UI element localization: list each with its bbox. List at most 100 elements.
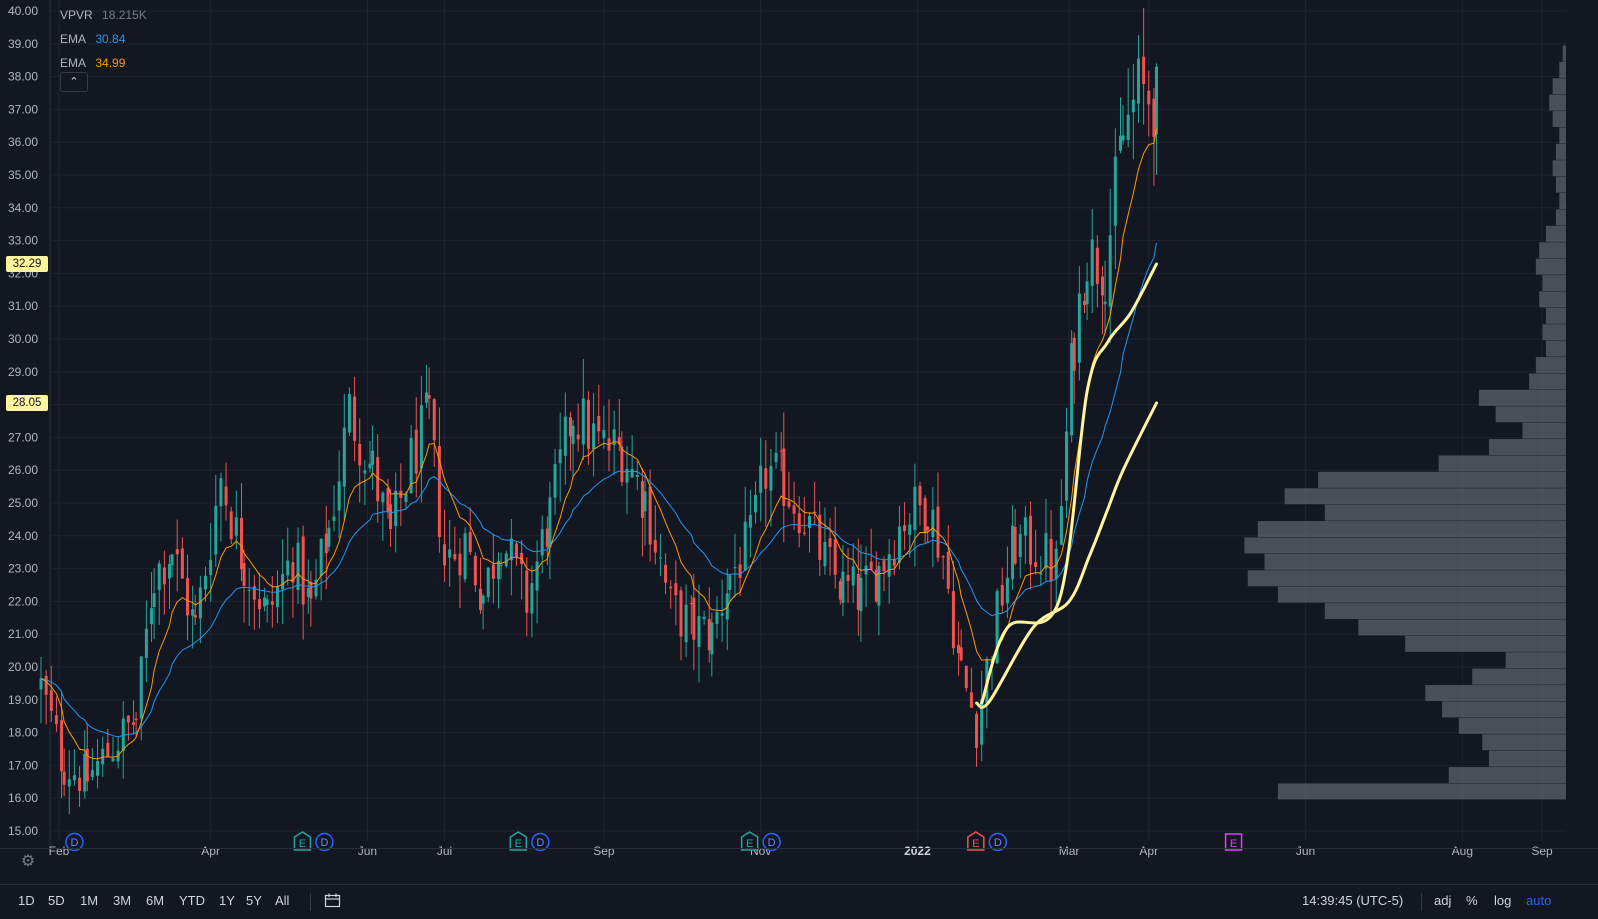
highlight-line-upper[interactable] [980, 262, 1158, 705]
candle [959, 629, 963, 662]
y-tick-label: 19.00 [8, 693, 38, 707]
range-1m-button[interactable]: 1M [80, 893, 99, 908]
candle [975, 711, 979, 767]
candle [540, 515, 544, 574]
candle [823, 507, 827, 575]
candle [180, 537, 184, 579]
range-all-button[interactable]: All [275, 893, 290, 908]
dividend-marker-icon[interactable] [988, 832, 1008, 852]
candle [296, 527, 300, 604]
range-3m-button[interactable]: 3M [113, 893, 132, 908]
earnings-marker-icon[interactable] [740, 831, 759, 851]
candle [625, 445, 629, 515]
candle [49, 665, 53, 723]
candle [458, 538, 462, 608]
candle [1126, 67, 1130, 148]
collapse-legend-button[interactable]: ⌃ [60, 72, 88, 92]
candle [715, 596, 719, 639]
volume-profile-bar [1482, 734, 1566, 751]
candle [586, 391, 590, 465]
dividend-marker-letter: D [70, 837, 78, 849]
price-axis[interactable]: 40.00 39.00 38.00 37.00 36.00 35.00 34.00 33.00… [8, 4, 38, 838]
range-5d-button[interactable]: 5D [48, 893, 65, 908]
volume-profile-bar [1495, 406, 1566, 423]
earnings-marker-icon[interactable] [293, 831, 312, 851]
candle [1049, 509, 1053, 618]
candle [497, 552, 501, 609]
candle [1121, 105, 1125, 145]
candle [592, 393, 596, 477]
volume-profile-bar [1535, 258, 1566, 275]
volume-profile-bar [1552, 160, 1566, 177]
legend-ema-blue[interactable]: EMA 30.84 [60, 27, 147, 51]
x-tick-label: 2022 [904, 844, 931, 858]
legend-vpvr[interactable]: VPVR 18.215K [60, 3, 147, 27]
volume-profile-bar [1324, 504, 1566, 521]
volume-profile-bar [1438, 455, 1566, 472]
log-toggle[interactable]: log [1494, 893, 1512, 908]
candle [257, 572, 261, 629]
candle [78, 765, 82, 807]
candle [684, 584, 688, 657]
legend-ema-orange[interactable]: EMA 34.99 [60, 51, 147, 75]
candle [275, 570, 279, 624]
volume-profile-bar [1405, 635, 1566, 652]
candle [1018, 524, 1022, 579]
volume-profile-bar [1264, 553, 1566, 570]
dividend-marker-icon[interactable] [65, 832, 84, 852]
range-5y-button[interactable]: 5Y [246, 893, 262, 908]
volume-profile-bar [1257, 521, 1566, 538]
x-tick-label: Apr [201, 844, 220, 858]
dividend-marker-icon[interactable] [315, 832, 334, 852]
x-tick-label: Mar [1059, 844, 1080, 858]
candle [1095, 235, 1099, 308]
candle [453, 526, 457, 562]
volume-profile-bar [1562, 45, 1566, 62]
calendar-range-svg [324, 893, 341, 908]
earnings-marker-letter: E [299, 838, 306, 850]
earnings-marker-icon[interactable] [967, 831, 985, 851]
range-6m-button[interactable]: 6M [146, 893, 165, 908]
indicator-legend: VPVR 18.215K EMA 30.84 EMA 34.99 [60, 3, 147, 75]
candle [707, 587, 711, 663]
calendar-range-icon[interactable] [324, 893, 342, 912]
auto-toggle[interactable]: auto [1526, 893, 1552, 908]
adj-toggle[interactable]: adj [1434, 893, 1452, 908]
volume-profile-bar [1542, 275, 1566, 292]
candle [1072, 332, 1076, 404]
range-ytd-button[interactable]: YTD [179, 893, 205, 908]
candle [597, 384, 601, 445]
candle [664, 553, 668, 595]
range-1d-button[interactable]: 1D [18, 893, 35, 908]
candle [1077, 266, 1081, 381]
gear-icon[interactable]: ⚙ [20, 853, 36, 870]
time-axis[interactable]: Feb Apr Jun Jul Sep Nov 2022 Mar Apr Jun Aug Sep [49, 844, 1553, 858]
range-1y-button[interactable]: 1Y [219, 893, 235, 908]
candle [710, 612, 714, 677]
volume-profile-bar [1488, 439, 1566, 456]
earnings-marker-icon[interactable] [509, 831, 528, 851]
volume-profile-bar [1425, 685, 1566, 702]
candle [252, 574, 256, 630]
dividend-marker-icon[interactable] [531, 832, 550, 852]
candle [563, 392, 567, 485]
candle [291, 547, 295, 618]
price-chart[interactable]: 40.00 39.00 38.00 37.00 36.00 35.00 34.00 33.00… [0, 0, 1598, 884]
candle [342, 393, 346, 521]
candle [168, 555, 172, 609]
dividend-marker-icon[interactable] [762, 832, 781, 852]
volume-profile-bar [1552, 78, 1566, 95]
y-tick-label: 30.00 [8, 332, 38, 346]
percent-toggle[interactable]: % [1466, 893, 1478, 908]
y-tick-label: 24.00 [8, 529, 38, 543]
candle [903, 502, 907, 550]
candle [892, 540, 896, 576]
highlight-line-lower[interactable] [975, 401, 1158, 709]
candle [389, 488, 393, 547]
candle [504, 550, 508, 568]
toolbar-separator [310, 893, 311, 911]
earnings-marker-icon[interactable] [1224, 833, 1243, 851]
candle [743, 486, 747, 571]
candle [769, 448, 773, 527]
